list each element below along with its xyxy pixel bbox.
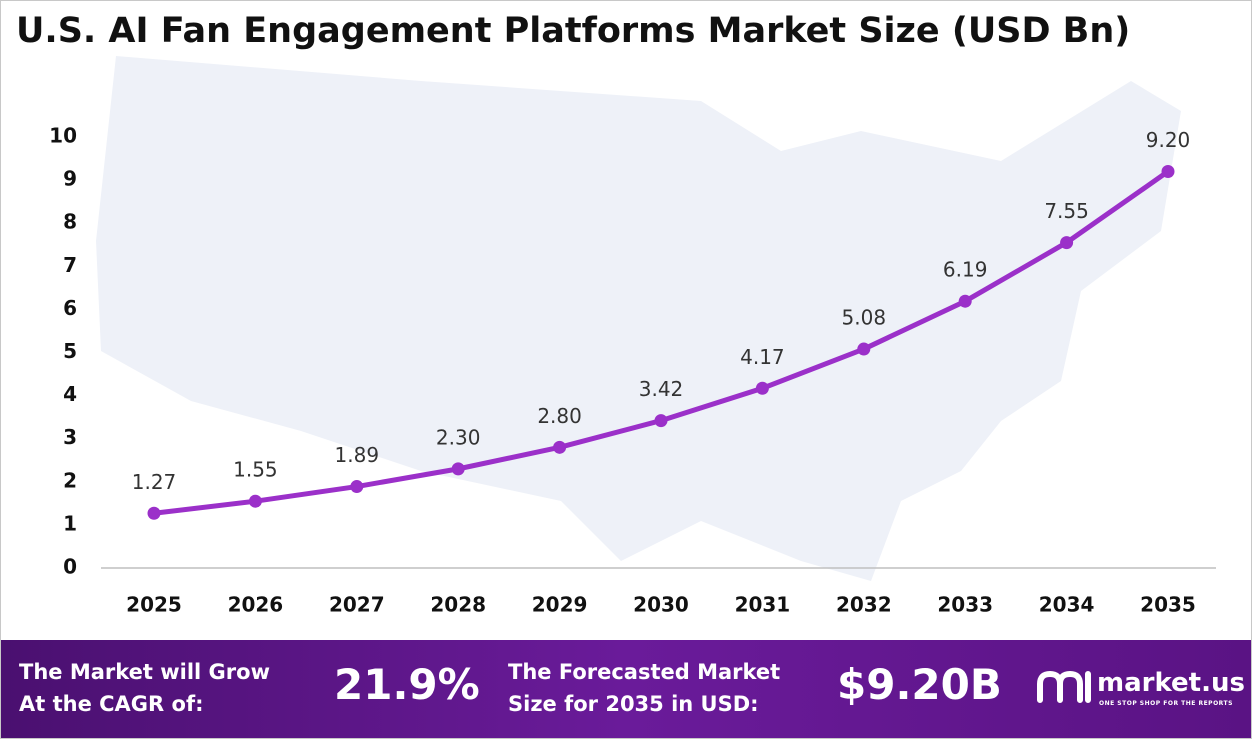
value-label: 1.55 <box>233 458 278 482</box>
value-label: 1.89 <box>335 443 380 467</box>
logo-icon <box>1037 670 1091 703</box>
marker <box>553 440 567 454</box>
x-tick-label: 2033 <box>937 593 993 617</box>
marker <box>1161 164 1175 178</box>
value-label: 4.17 <box>740 345 785 369</box>
footer-band: The Market will Grow At the CAGR of: 21.… <box>1 640 1251 738</box>
forecast-text-line: Size for 2035 in USD: <box>508 692 759 716</box>
value-label: 3.42 <box>639 377 684 401</box>
chart-title: U.S. AI Fan Engagement Platforms Market … <box>16 11 1130 51</box>
y-tick-label: 8 <box>63 210 77 234</box>
y-tick-label: 6 <box>63 296 77 320</box>
x-tick-label: 2035 <box>1140 593 1196 617</box>
logo-text: market.us <box>1097 668 1245 698</box>
value-label: 2.30 <box>436 425 481 449</box>
x-tick-label: 2030 <box>633 593 689 617</box>
marker <box>451 462 465 476</box>
y-tick-label: 1 <box>63 511 77 535</box>
value-label: 1.27 <box>132 470 177 494</box>
cagr-text-line: The Market will Grow <box>19 660 270 684</box>
y-tick-label: 2 <box>63 468 77 492</box>
y-tick-label: 9 <box>63 167 77 191</box>
x-tick-label: 2032 <box>836 593 892 617</box>
y-tick-label: 5 <box>63 339 77 363</box>
marker <box>654 414 668 428</box>
marker <box>248 494 262 508</box>
y-tick-label: 3 <box>63 425 77 449</box>
logo-tagline: ONE STOP SHOP FOR THE REPORTS <box>1099 700 1233 707</box>
forecast-value: $9.20B <box>837 660 1002 709</box>
x-tick-label: 2031 <box>735 593 791 617</box>
chart: U.S. AI Fan Engagement Platforms Market … <box>16 11 1216 617</box>
y-tick-label: 7 <box>63 253 77 277</box>
y-tick-label: 10 <box>49 124 77 148</box>
x-tick-label: 2028 <box>430 593 486 617</box>
cagr-text-line: At the CAGR of: <box>19 692 204 716</box>
cagr-value: 21.9% <box>334 660 480 709</box>
x-tick-label: 2026 <box>228 593 284 617</box>
forecast-text: The Forecasted Market Size for 2035 in U… <box>508 656 780 720</box>
marker <box>857 342 871 356</box>
x-tick-label: 2025 <box>126 593 182 617</box>
marker <box>350 480 364 494</box>
marker <box>1060 236 1074 250</box>
x-tick-label: 2027 <box>329 593 385 617</box>
x-tick-label: 2034 <box>1039 593 1095 617</box>
value-label: 2.80 <box>537 404 582 428</box>
x-tick-label: 2029 <box>532 593 588 617</box>
y-tick-label: 0 <box>63 555 77 579</box>
marker <box>755 381 769 395</box>
value-label: 7.55 <box>1044 199 1089 223</box>
value-label: 6.19 <box>943 258 988 282</box>
cagr-text: The Market will Grow At the CAGR of: <box>19 656 270 720</box>
map-background <box>96 56 1181 581</box>
marker <box>958 294 972 308</box>
forecast-text-line: The Forecasted Market <box>508 660 781 684</box>
value-label: 5.08 <box>842 306 887 330</box>
value-label: 9.20 <box>1146 128 1191 152</box>
y-tick-label: 4 <box>63 382 77 406</box>
marker <box>147 506 161 520</box>
